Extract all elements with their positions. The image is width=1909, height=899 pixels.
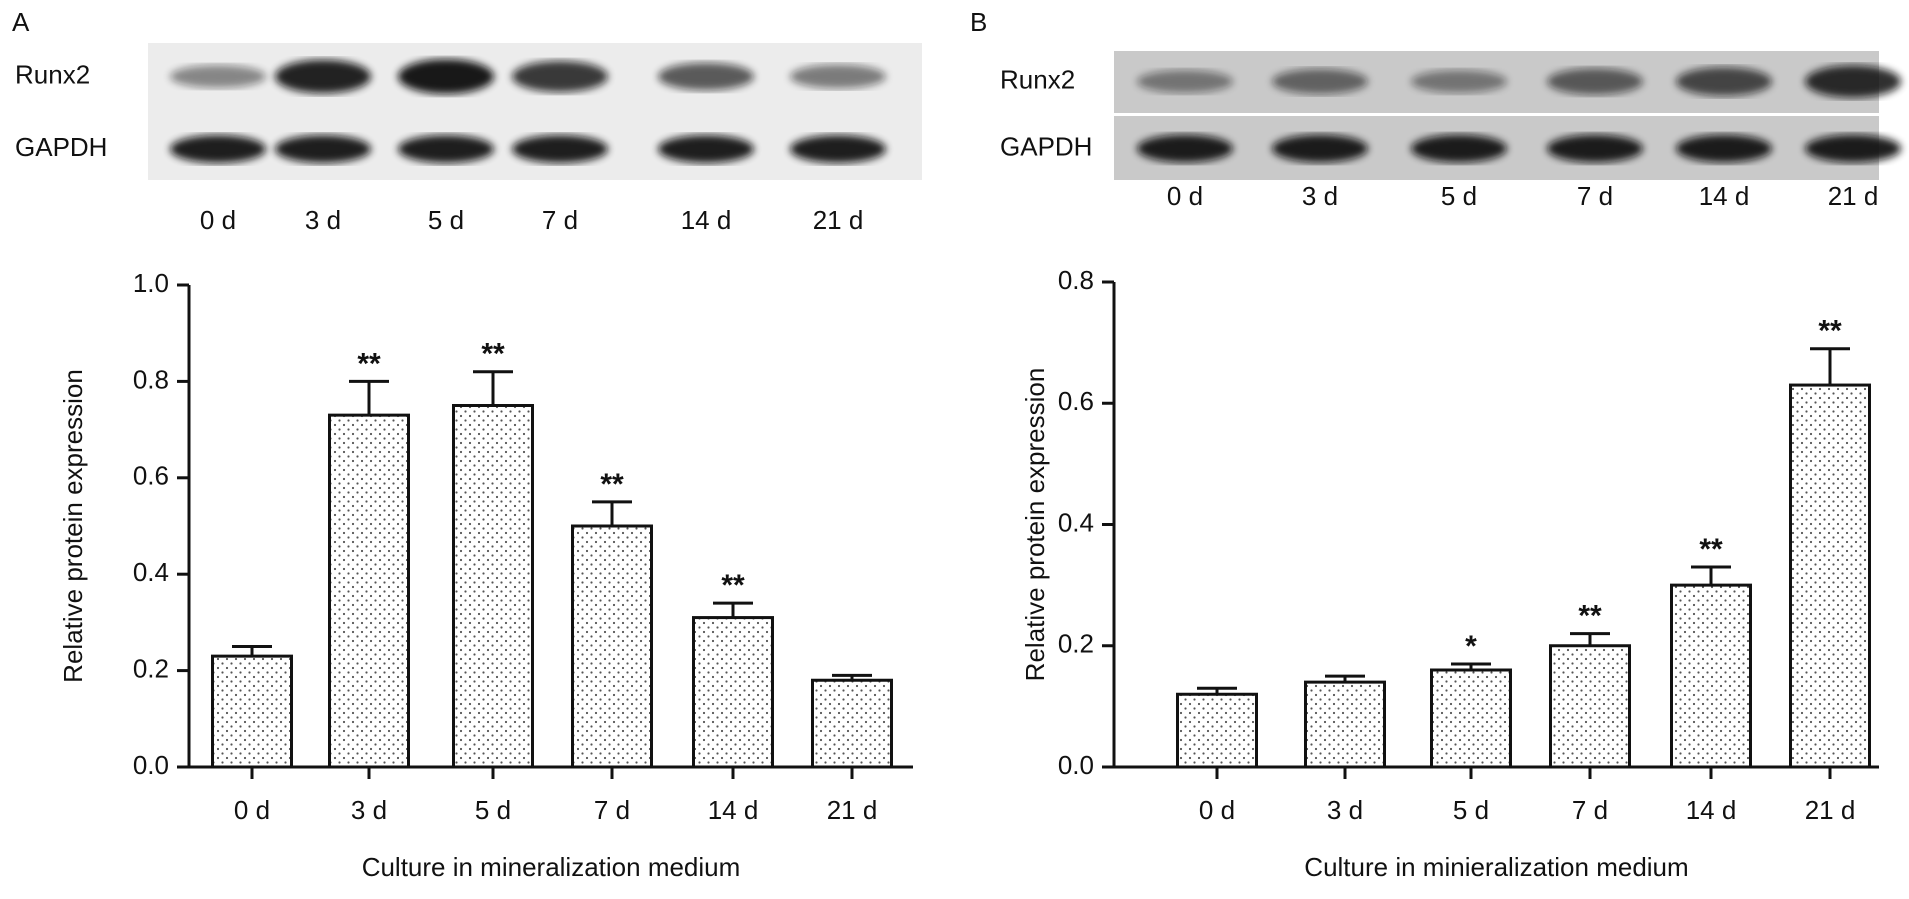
blot-band bbox=[1137, 134, 1233, 163]
x-tick-label: 3 d bbox=[351, 795, 387, 825]
blot-separator bbox=[1114, 113, 1879, 116]
blot-band bbox=[1676, 67, 1772, 96]
y-tick-label: 0.0 bbox=[1058, 750, 1094, 780]
significance-label: ** bbox=[1699, 533, 1723, 566]
bar bbox=[1430, 668, 1512, 769]
panel-label: B bbox=[970, 7, 987, 37]
blot-band bbox=[170, 65, 266, 88]
blot-band bbox=[398, 59, 494, 94]
blot-band bbox=[1272, 68, 1368, 95]
blot-lane-label: 21 d bbox=[1828, 181, 1879, 211]
blot-band bbox=[1547, 134, 1643, 163]
significance-label: ** bbox=[721, 569, 745, 602]
blot-band bbox=[658, 62, 754, 91]
blot-lane-label: 7 d bbox=[1577, 181, 1613, 211]
blot-row-label: Runx2 bbox=[1000, 64, 1075, 94]
x-tick-label: 3 d bbox=[1327, 795, 1363, 825]
y-tick-label: 0.4 bbox=[1058, 507, 1094, 537]
panel-label: A bbox=[12, 7, 30, 37]
significance-label: ** bbox=[481, 338, 505, 371]
blot-lane-label: 7 d bbox=[542, 205, 578, 235]
y-tick-label: 0.2 bbox=[133, 653, 169, 683]
bar bbox=[811, 678, 893, 769]
significance-label: ** bbox=[1818, 315, 1842, 348]
x-tick-label: 14 d bbox=[1686, 795, 1737, 825]
bar bbox=[328, 413, 410, 769]
y-axis-label: Relative protein expression bbox=[1020, 368, 1050, 682]
blot-band bbox=[275, 59, 371, 94]
significance-label: * bbox=[1465, 630, 1477, 663]
y-tick-label: 0.8 bbox=[133, 364, 169, 394]
blot-lane-label: 0 d bbox=[200, 205, 236, 235]
x-axis-label: Culture in mineralization medium bbox=[362, 852, 741, 882]
blot-band bbox=[790, 135, 886, 163]
bar bbox=[1670, 583, 1752, 769]
y-tick-label: 0.2 bbox=[1058, 629, 1094, 659]
blot-band bbox=[790, 64, 886, 89]
bar bbox=[1176, 692, 1258, 769]
blot-band bbox=[398, 135, 494, 163]
blot-lane-label: 0 d bbox=[1167, 181, 1203, 211]
blot-band bbox=[170, 135, 266, 163]
bar bbox=[1549, 644, 1631, 769]
y-tick-label: 1.0 bbox=[133, 268, 169, 298]
blot-band bbox=[1805, 65, 1901, 98]
y-tick-label: 0.8 bbox=[1058, 265, 1094, 295]
x-axis-label: Culture in minieralization medium bbox=[1304, 852, 1688, 882]
y-axis-label: Relative protein expression bbox=[58, 369, 88, 683]
blot-band bbox=[275, 135, 371, 163]
blot-row-label: Runx2 bbox=[15, 59, 90, 89]
y-tick-label: 0.6 bbox=[133, 461, 169, 491]
y-tick-label: 0.4 bbox=[133, 557, 169, 587]
blot-lane-label: 21 d bbox=[813, 205, 864, 235]
blot-band bbox=[1805, 134, 1901, 163]
blot-row-label: GAPDH bbox=[15, 132, 107, 162]
x-tick-label: 0 d bbox=[1199, 795, 1235, 825]
blot-band bbox=[1411, 70, 1507, 93]
blot-lane-label: 5 d bbox=[428, 205, 464, 235]
blot-band bbox=[1411, 134, 1507, 163]
x-tick-label: 7 d bbox=[594, 795, 630, 825]
y-tick-label: 0.0 bbox=[133, 750, 169, 780]
significance-label: ** bbox=[357, 347, 381, 380]
y-tick-label: 0.6 bbox=[1058, 386, 1094, 416]
x-tick-label: 14 d bbox=[708, 795, 759, 825]
blot-lane-label: 3 d bbox=[305, 205, 341, 235]
blot-row-label: GAPDH bbox=[1000, 131, 1092, 161]
blot-band bbox=[1547, 68, 1643, 95]
x-tick-label: 21 d bbox=[827, 795, 878, 825]
blot-band bbox=[512, 60, 608, 93]
blot-lane-label: 5 d bbox=[1441, 181, 1477, 211]
blot-band bbox=[512, 135, 608, 163]
blot-lane-label: 3 d bbox=[1302, 181, 1338, 211]
bar bbox=[1789, 383, 1871, 769]
bar bbox=[452, 404, 534, 769]
bar bbox=[1304, 680, 1386, 769]
significance-label: ** bbox=[1578, 600, 1602, 633]
blot-band bbox=[1137, 70, 1233, 93]
bar bbox=[571, 524, 653, 769]
blot-band bbox=[1272, 134, 1368, 163]
x-tick-label: 5 d bbox=[475, 795, 511, 825]
significance-label: ** bbox=[600, 468, 624, 501]
blot-lane-label: 14 d bbox=[681, 205, 732, 235]
x-tick-label: 7 d bbox=[1572, 795, 1608, 825]
x-tick-label: 5 d bbox=[1453, 795, 1489, 825]
x-tick-label: 0 d bbox=[234, 795, 270, 825]
blot-band bbox=[1676, 134, 1772, 163]
blot-lane-label: 14 d bbox=[1699, 181, 1750, 211]
bar bbox=[211, 654, 293, 769]
bar bbox=[692, 616, 774, 769]
blot-band bbox=[658, 135, 754, 163]
x-tick-label: 21 d bbox=[1805, 795, 1856, 825]
